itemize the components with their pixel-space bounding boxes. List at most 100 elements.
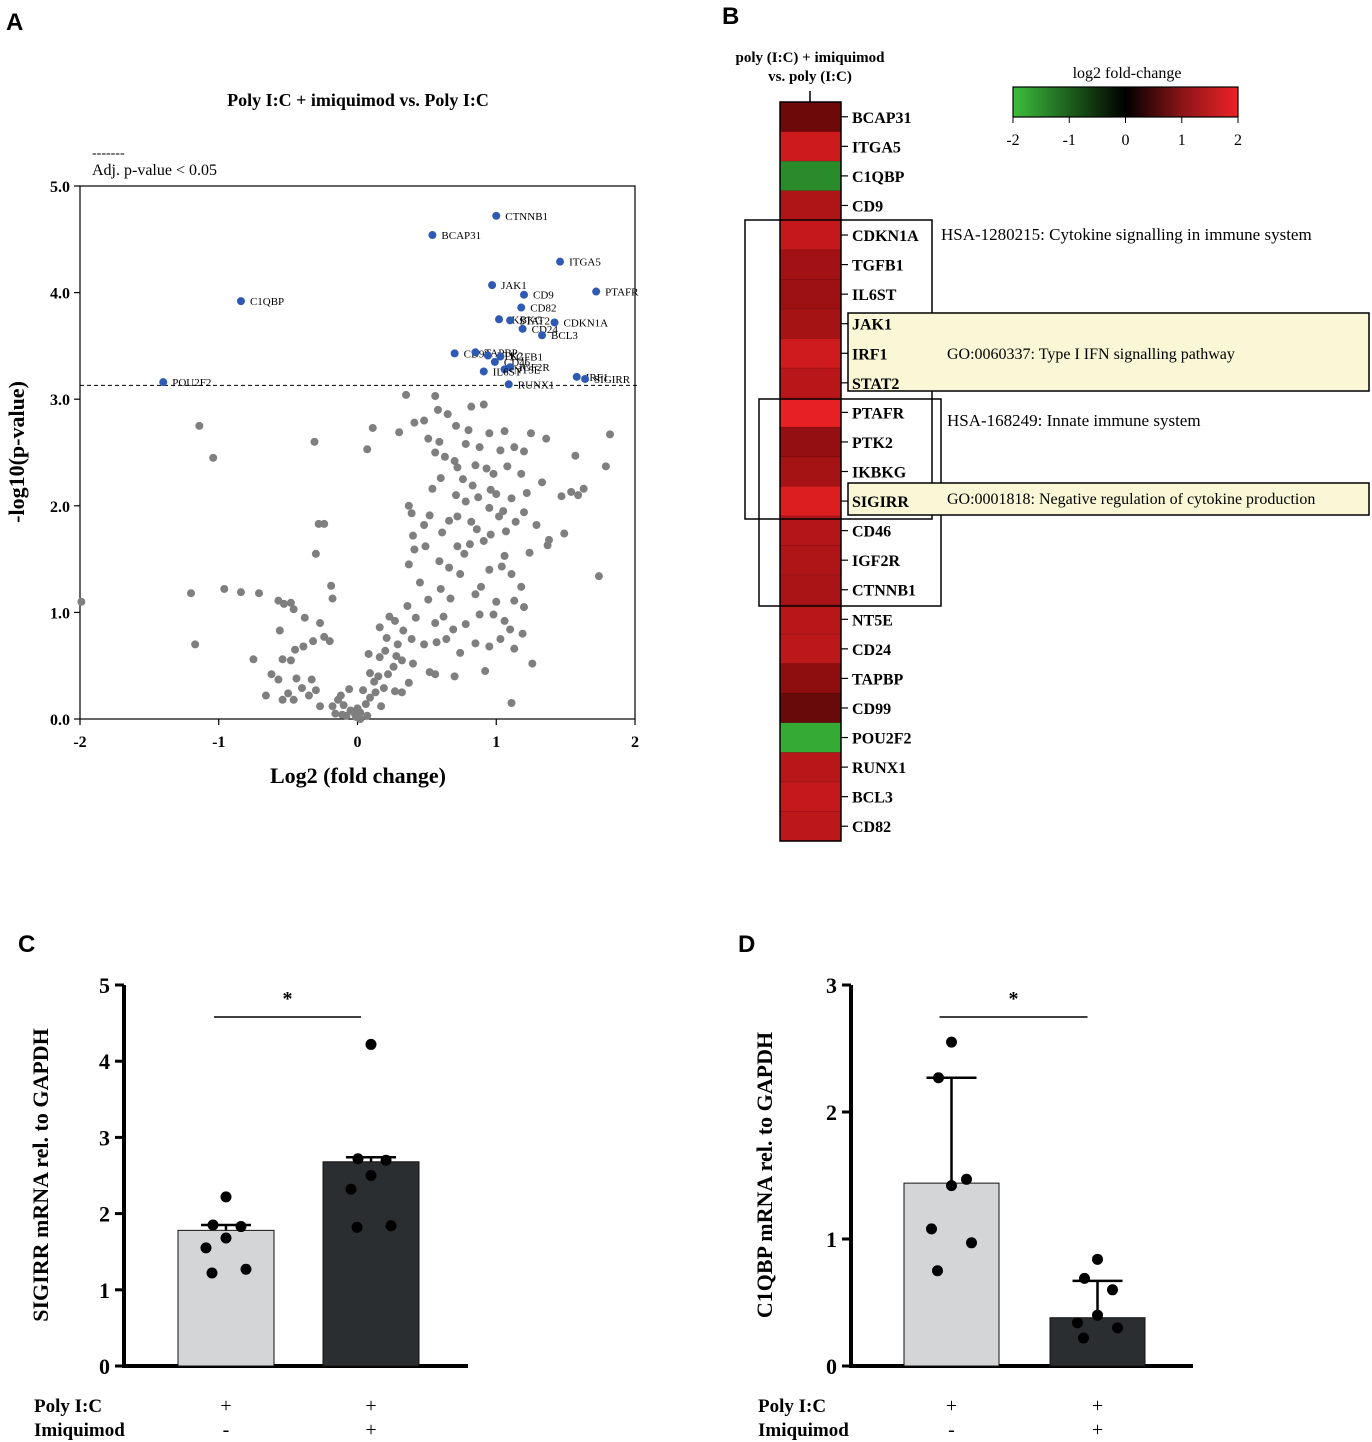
volcano-point (425, 511, 434, 520)
volcano-point (411, 613, 420, 622)
volcano-point (359, 686, 368, 695)
volcano-point-ikbkg (495, 315, 504, 324)
volcano-point (510, 443, 519, 452)
volcano-point (510, 644, 519, 653)
volcano-legend-line: ------- (92, 146, 125, 161)
volcano-point (471, 461, 480, 470)
volcano-point (304, 691, 313, 700)
volcano-point (409, 659, 417, 668)
volcano-label-ikbkg: IKBKG (508, 314, 543, 326)
volcano-label-cd9: CD9 (533, 290, 554, 302)
volcano-point (507, 494, 516, 503)
volcano-point (461, 620, 470, 629)
heatmap-cell-stat2 (779, 367, 842, 399)
bar-y-tick-label: 1 (826, 1227, 837, 1252)
heatmap-gene-label-cdkn1a: CDKN1A (852, 228, 919, 245)
volcano-point (342, 711, 351, 720)
colorbar-tick-label: 1 (1178, 132, 1186, 149)
heatmap-gene-label-irf1: IRF1 (852, 346, 888, 363)
volcano-point (404, 501, 413, 510)
heatmap-gene-label-cd46: CD46 (852, 524, 891, 541)
bar-y-tick-label: 1 (99, 1278, 110, 1303)
heatmap-gene-label-stat2: STAT2 (852, 376, 899, 393)
volcano-point (475, 443, 484, 452)
volcano-point-tgfb1 (496, 352, 505, 361)
volcano-point (389, 662, 398, 671)
volcano-point-ptk2 (483, 351, 492, 360)
volcano-point (311, 686, 320, 695)
volcano-label-sigirr: SIGIRR (594, 374, 631, 386)
data-point (352, 1153, 364, 1165)
volcano-point (525, 548, 534, 557)
volcano-point (365, 693, 374, 702)
heatmap-gene-label-il6st: IL6ST (852, 287, 897, 304)
volcano-point (286, 656, 295, 665)
volcano-point (220, 584, 229, 593)
annotation-type1-ifn: GO:0060337: Type I IFN signalling pathwa… (947, 346, 1235, 363)
volcano-point (567, 487, 576, 496)
volcano-point (320, 632, 329, 641)
bar-group-2 (322, 1161, 420, 1367)
volcano-point-bcl3 (538, 331, 547, 340)
volcano-point (489, 610, 498, 619)
heatmap-gene-label-bcl3: BCL3 (852, 790, 893, 807)
volcano-y-tick-label: 1.0 (50, 605, 70, 622)
bar-y-tick-label: 2 (826, 1100, 837, 1125)
volcano-point (472, 525, 481, 534)
heatmap-cell-cdkn1a (779, 219, 842, 251)
volcano-point (311, 549, 320, 558)
heatmap-cell-ikbkg (779, 456, 842, 488)
volcano-point (420, 520, 429, 529)
data-point (206, 1267, 218, 1279)
volcano-point-cd46 (490, 357, 499, 366)
heatmap-cell-bcl3 (779, 781, 842, 813)
volcano-plot-frame (79, 185, 636, 720)
data-point (933, 1072, 944, 1084)
heatmap-gene-label-tgfb1: TGFB1 (852, 258, 904, 275)
volcano-point (485, 503, 494, 512)
heatmap-cell-cd9 (779, 190, 842, 222)
heatmap-gene-label-nt5e: NT5E (852, 612, 893, 629)
bar-y-tick-label: 4 (99, 1049, 110, 1074)
volcano-point-ctnnb1 (492, 211, 501, 220)
volcano-point (517, 469, 526, 478)
bar-y-tick-label: 3 (826, 973, 837, 998)
volcano-point (291, 645, 300, 654)
heatmap-gene-label-cd99: CD99 (852, 701, 891, 718)
volcano-point (364, 649, 373, 658)
heatmap-gene-label-ptafr: PTAFR (852, 405, 905, 422)
volcano-point (409, 531, 417, 540)
heatmap-cell-cd24 (779, 633, 842, 665)
heatmap-gene-label-c1qbp: C1QBP (852, 169, 905, 186)
volcano-point (278, 655, 287, 664)
volcano-label-bcl3: BCL3 (551, 330, 578, 342)
volcano-point (461, 439, 470, 448)
volcano-point (579, 484, 588, 493)
volcano-point (486, 485, 495, 494)
imiquimod-sign-2: + (1092, 1419, 1103, 1441)
colorbar-tick-label: 2 (1234, 132, 1242, 149)
volcano-point (397, 656, 406, 665)
data-point (1079, 1272, 1090, 1284)
heatmap-gene-label-cd24: CD24 (852, 642, 891, 659)
volcano-point (420, 640, 429, 649)
heatmap-cell-sigirr (779, 485, 842, 517)
volcano-point (236, 588, 245, 597)
volcano-point (328, 594, 337, 603)
volcano-point (407, 635, 416, 644)
volcano-point (402, 390, 411, 399)
volcano-y-tick-label: 4.0 (50, 286, 70, 303)
volcano-x-tick-label: -1 (212, 734, 225, 751)
heatmap-cell-cd82 (779, 811, 842, 842)
volcano-point (440, 452, 449, 461)
volcano-x-axis: -2 -1 0 1 2 (73, 719, 639, 751)
data-point (240, 1263, 252, 1275)
volcano-point (365, 669, 374, 678)
volcano-point-bcap31 (428, 231, 437, 240)
volcano-point (511, 517, 520, 526)
heatmap-gene-label-runx1: RUNX1 (852, 760, 906, 777)
panel-letter-d: D (738, 931, 755, 958)
heatmap-gene-label-ikbkg: IKBKG (852, 465, 907, 482)
volcano-point (453, 512, 462, 521)
